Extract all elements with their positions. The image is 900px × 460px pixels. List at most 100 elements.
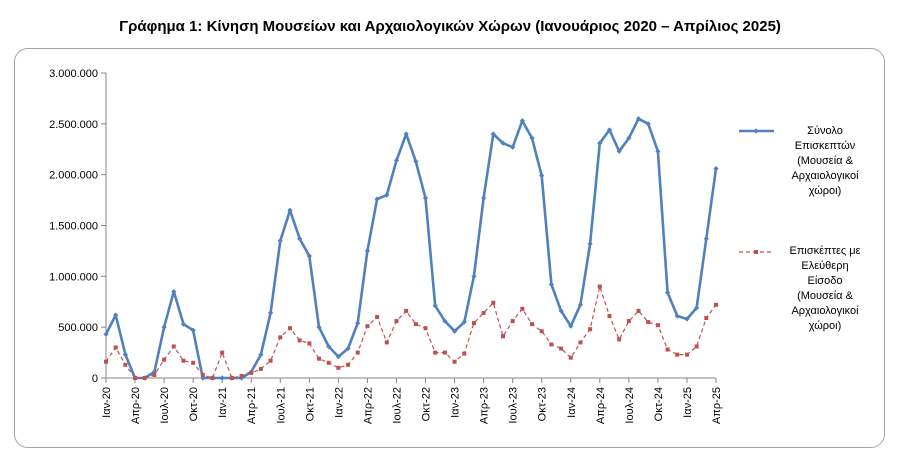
- data-point: [617, 337, 622, 342]
- data-point: [210, 376, 215, 380]
- data-point: [277, 238, 283, 244]
- x-tick-label: Ιουλ-21: [275, 387, 287, 424]
- y-tick-label: 0: [92, 373, 98, 385]
- data-point: [597, 284, 602, 289]
- data-point: [530, 322, 535, 327]
- data-point: [326, 360, 331, 365]
- series-line-1: [104, 117, 718, 380]
- data-point: [268, 358, 273, 363]
- legend-text-line: Επισκέπτες με: [789, 245, 861, 257]
- y-tick-label: 1.000.000: [49, 271, 98, 283]
- data-point: [559, 346, 564, 351]
- legend-text-line: (Μουσεία &: [797, 155, 853, 167]
- data-point: [529, 135, 535, 141]
- data-point: [287, 326, 292, 331]
- data-point: [510, 319, 515, 324]
- x-tick-label: Οκτ-23: [537, 387, 549, 421]
- x-tick-label: Απρ-22: [362, 387, 374, 424]
- data-point: [626, 319, 631, 324]
- legend-text-line: Επισκεπτών: [794, 140, 856, 152]
- data-point: [539, 329, 544, 334]
- data-point: [384, 192, 390, 198]
- x-tick-label: Απρ-23: [479, 387, 491, 424]
- data-point: [713, 165, 719, 172]
- x-tick-label: Ιαν-23: [450, 387, 462, 418]
- legend-text-line: (Μουσεία &: [797, 290, 853, 302]
- data-point: [374, 196, 380, 202]
- data-point: [606, 127, 613, 133]
- data-point: [307, 341, 312, 346]
- data-point: [510, 144, 516, 150]
- data-point: [481, 195, 487, 201]
- data-point: [442, 318, 448, 324]
- legend-text-line: χώροι): [808, 185, 842, 197]
- data-point: [549, 342, 554, 347]
- data-point: [655, 323, 660, 328]
- legend-text-line: χώροι): [808, 320, 842, 332]
- data-point: [375, 315, 380, 319]
- data-point: [162, 357, 167, 362]
- data-point: [433, 350, 438, 355]
- data-point: [220, 350, 225, 355]
- data-point: [113, 312, 119, 318]
- data-point: [180, 321, 187, 327]
- data-point: [335, 354, 341, 360]
- data-point: [442, 350, 447, 355]
- data-point: [413, 158, 419, 165]
- data-point: [636, 308, 641, 313]
- data-point: [151, 369, 158, 375]
- x-tick-label: Ιαν-22: [333, 387, 345, 418]
- legend-label-free-entry-visitors: Επισκέπτες με Ελεύθερη Είσοδο (Μουσεία & Αρχ…: [775, 244, 875, 334]
- data-point: [122, 352, 128, 358]
- data-point: [113, 345, 118, 350]
- x-tick-label: Οκτ-20: [188, 387, 200, 421]
- data-point: [578, 340, 583, 345]
- data-point: [481, 310, 486, 315]
- data-point: [471, 321, 476, 326]
- data-point: [665, 347, 670, 352]
- data-point: [703, 236, 709, 242]
- data-point: [664, 290, 671, 296]
- data-point: [258, 366, 263, 371]
- data-point: [297, 338, 302, 343]
- x-tick-label: Ιαν-24: [566, 387, 578, 418]
- data-point: [588, 327, 593, 332]
- data-point: [558, 308, 564, 314]
- data-point: [355, 320, 361, 326]
- legend-key-marker: [753, 128, 759, 134]
- data-point: [171, 344, 176, 349]
- data-point: [404, 308, 409, 313]
- data-point: [616, 148, 622, 154]
- data-point: [306, 253, 312, 259]
- x-tick-label: Ιουλ-20: [159, 387, 171, 424]
- data-point: [422, 195, 429, 201]
- data-point: [268, 310, 274, 316]
- chart-title: Γράφημα 1: Κίνηση Μουσείων και Αρχαιολογ…: [119, 18, 781, 35]
- data-point: [393, 157, 400, 164]
- x-tick-label: Ιαν-25: [682, 387, 694, 418]
- data-point: [394, 319, 399, 324]
- data-point: [152, 372, 157, 377]
- x-tick-label: Οκτ-22: [421, 387, 433, 421]
- data-point: [655, 148, 661, 154]
- data-point: [674, 313, 680, 319]
- data-point: [171, 288, 177, 295]
- data-point: [123, 362, 128, 367]
- y-tick-label: 2.500.000: [49, 119, 98, 131]
- data-point: [142, 376, 147, 380]
- data-point: [413, 322, 418, 327]
- data-point: [520, 306, 525, 311]
- y-tick-label: 1.500.000: [49, 221, 98, 233]
- data-point: [278, 335, 283, 340]
- data-point: [384, 340, 389, 345]
- data-point: [461, 319, 467, 325]
- data-point: [607, 313, 612, 318]
- data-point: [491, 300, 496, 305]
- series-line-2: [105, 285, 717, 379]
- x-tick-label: Οκτ-24: [653, 387, 665, 421]
- data-point: [646, 320, 651, 325]
- data-point: [490, 131, 496, 137]
- y-tick-label: 2.000.000: [49, 170, 98, 182]
- data-point: [181, 358, 186, 363]
- data-point: [684, 316, 690, 322]
